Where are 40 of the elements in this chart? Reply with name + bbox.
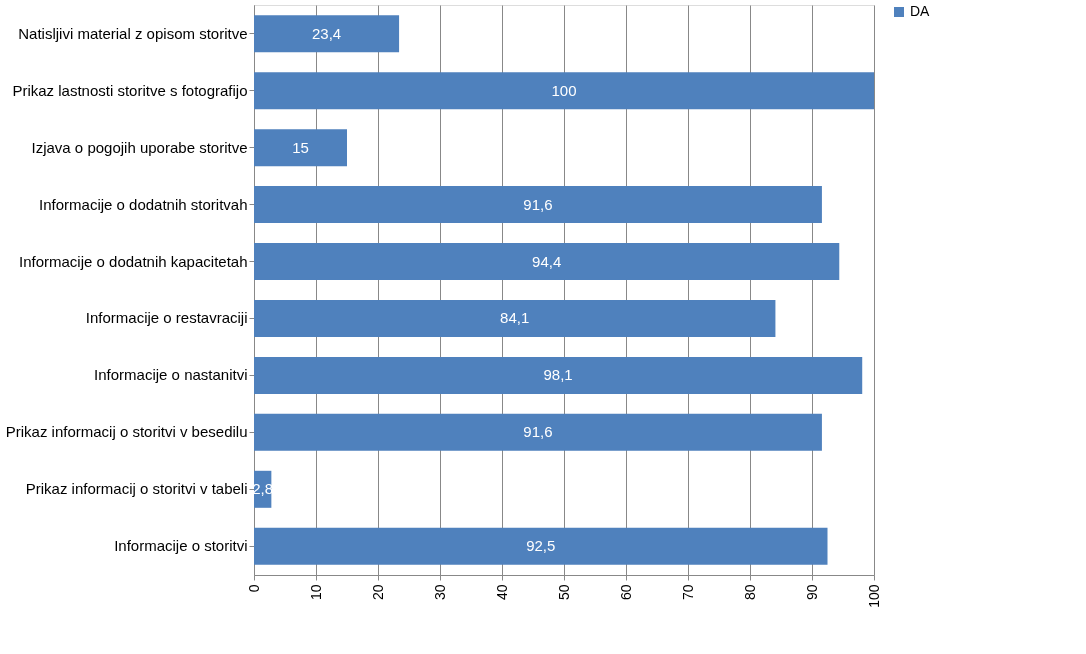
bar [254,243,840,281]
y-tick-label: Informacije o dodatnih storitvah [39,195,248,213]
y-tick-label: Informacije o storitvi [114,537,248,555]
data-label: 92,5 [526,537,556,555]
bar [254,527,828,565]
x-tick-label: 40 [493,584,510,601]
data-label: 94,4 [532,252,562,270]
x-tick-label: 50 [555,584,572,601]
bar [254,129,347,167]
bar [254,15,400,53]
x-tick-label: 100 [865,584,882,608]
x-tick-label: 60 [617,584,634,601]
x-tick-label: 0 [245,584,262,593]
y-tick-label: Informacije o dodatnih kapacitetah [19,252,248,270]
x-tick-label: 80 [741,584,758,601]
bar [254,356,863,394]
bar [254,72,874,110]
y-tick-label: Prikaz informacij o storitvi v besedilu [5,423,248,441]
x-tick-label: 70 [679,584,696,601]
data-label: 91,6 [523,423,553,441]
y-tick-label: Prikaz lastnosti storitve s fotografijo [12,81,248,99]
data-label: 100 [551,81,577,99]
y-tick-label: Natisljivi material z opisom storitve [18,24,248,42]
data-label: 23,4 [311,24,342,42]
x-tick-label: 30 [431,584,448,601]
x-tick-label: 20 [369,584,386,601]
data-label: 98,1 [543,366,573,384]
data-label: 91,6 [523,195,553,213]
x-tick-label: 90 [803,584,820,601]
data-label: 15 [292,138,309,156]
bar [254,299,776,337]
y-tick-label: Prikaz informacij o storitvi v tabeli [25,480,248,498]
bar [254,186,822,224]
legend-label: DA [910,3,931,19]
y-tick-label: Izjava o pogojih uporabe storitve [31,138,248,156]
bar [254,413,822,451]
y-tick-label: Informacije o nastanitvi [94,366,248,384]
x-tick-label: 10 [307,584,324,601]
y-tick-label: Informacije o restavraciji [85,309,248,327]
data-label: 84,1 [500,309,530,327]
